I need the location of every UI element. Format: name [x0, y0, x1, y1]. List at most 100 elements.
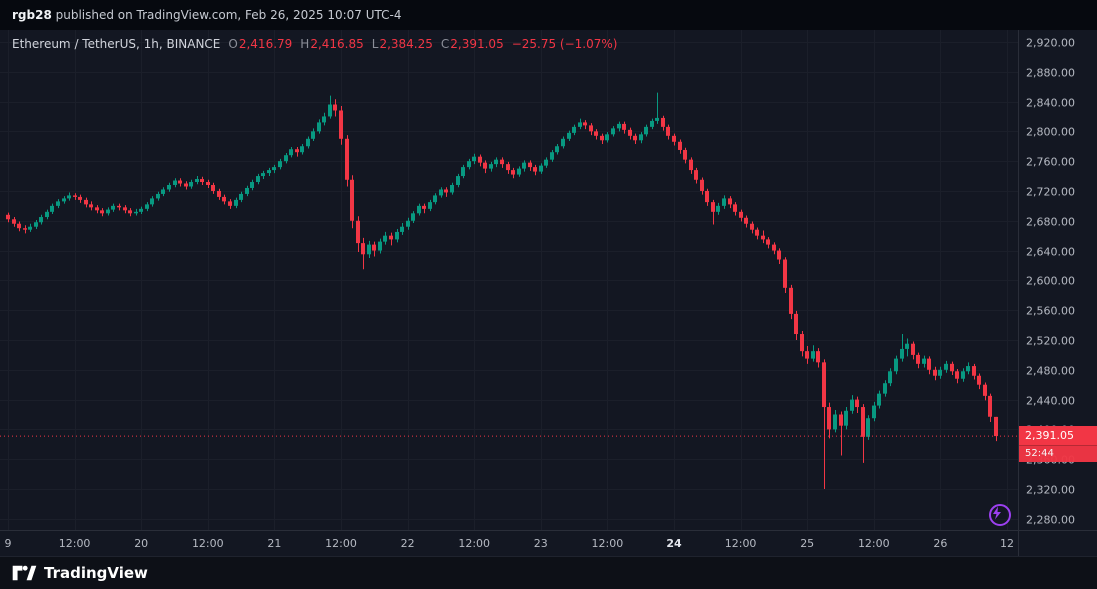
price-tick-label: 2,480.00 [1026, 365, 1075, 378]
time-axis[interactable] [0, 530, 1018, 556]
candle-up [866, 418, 870, 437]
candle-down [361, 243, 365, 255]
candle-down [200, 179, 204, 183]
price-tick-label: 2,440.00 [1026, 395, 1075, 408]
candle-down [789, 287, 793, 314]
candle-up [56, 201, 60, 206]
candle-up [261, 173, 265, 177]
candle-down [689, 159, 693, 171]
candle-up [67, 195, 71, 199]
last-price-label: 2,391.05 52:44 [1019, 426, 1097, 462]
price-tick-label: 2,720.00 [1026, 186, 1075, 199]
candle-down [350, 179, 354, 221]
candle-down [339, 110, 343, 139]
symbol-title[interactable]: Ethereum / TetherUS, 1h, BINANCE [12, 37, 221, 51]
candle-up [961, 371, 965, 379]
candle-down [533, 167, 537, 172]
candle-up [522, 162, 526, 169]
candle-up [611, 128, 615, 135]
candle-down [983, 384, 987, 396]
candle-down [128, 210, 132, 214]
candle-up [139, 208, 143, 212]
time-tick-label: 12:00 [59, 537, 91, 550]
publisher-username: rgb28 [12, 8, 52, 22]
candle-up [289, 149, 293, 156]
candle-up [111, 205, 115, 210]
candle-up [395, 231, 399, 240]
time-tick-label: 20 [134, 537, 148, 550]
tradingview-logo-text: TradingView [44, 564, 148, 582]
candle-down [816, 351, 820, 363]
candle-up [161, 189, 165, 194]
candle-up [555, 146, 559, 153]
candle-up [567, 132, 571, 139]
candle-down [333, 104, 337, 111]
time-tick-label: 12 [1000, 537, 1014, 550]
candle-up [938, 369, 942, 376]
price-tick-label: 2,320.00 [1026, 484, 1075, 497]
candle-down [761, 235, 765, 240]
candle-up [39, 217, 43, 223]
candle-up [173, 180, 177, 185]
candle-down [739, 211, 743, 218]
candle-down [123, 207, 127, 211]
candle-down [356, 220, 360, 244]
candle-up [311, 131, 315, 139]
candle-down [633, 135, 637, 141]
candle-down [444, 189, 448, 193]
publish-header: rgb28 published on TradingView.com, Feb … [0, 0, 1097, 30]
candle-up [650, 120, 654, 127]
legend-high: H2,416.85 [300, 37, 364, 51]
candle-up [550, 152, 554, 160]
candle-down [89, 204, 93, 208]
chart-canvas[interactable]: 2,920.00 2,880.00 2,840.00 2,800.00 2,760.00… [0, 30, 1097, 556]
candle-up [267, 170, 271, 174]
legend-low: L2,384.25 [371, 37, 433, 51]
candle-up [195, 179, 199, 183]
candle-up [317, 122, 321, 132]
candle-down [728, 198, 732, 205]
candle-down [783, 259, 787, 288]
candle-down [777, 250, 781, 260]
candle-up [844, 410, 848, 426]
candle-up [367, 244, 371, 255]
candle-up [811, 351, 815, 359]
candle-down [95, 207, 99, 211]
candle-down [600, 135, 604, 141]
candle-down [711, 202, 715, 212]
candle-up [456, 176, 460, 185]
candle-down [800, 334, 804, 352]
candle-up [278, 161, 282, 168]
candle-up [639, 134, 643, 141]
candle-down [700, 179, 704, 191]
candle-up [189, 182, 193, 187]
price-tick-label: 2,520.00 [1026, 335, 1075, 348]
candle-down [977, 375, 981, 385]
candle-down [100, 210, 104, 214]
candle-up [28, 226, 32, 230]
candle-up [617, 123, 621, 129]
price-tick-label: 2,280.00 [1026, 514, 1075, 527]
candle-down [84, 199, 88, 205]
candle-up [150, 198, 154, 205]
candle-down [73, 195, 77, 197]
candle-up [944, 363, 948, 370]
legend-open: O2,416.79 [228, 37, 293, 51]
candle-up [306, 138, 310, 147]
candle-up [850, 399, 854, 411]
candle-down [500, 159, 504, 165]
candle-down [17, 223, 21, 229]
candle-down [955, 371, 959, 379]
lightning-button[interactable] [989, 504, 1011, 526]
time-tick-label: 12:00 [592, 537, 624, 550]
candle-up [877, 393, 881, 406]
candle-down [766, 239, 770, 245]
legend-change: −25.75 (−1.07%) [511, 37, 618, 51]
legend: Ethereum / TetherUS, 1h, BINANCE O2,416.… [12, 37, 617, 51]
candle-down [805, 351, 809, 359]
time-tick-label: 12:00 [458, 537, 490, 550]
tradingview-logo[interactable]: TradingView [12, 564, 148, 582]
price-tick-label: 2,880.00 [1026, 67, 1075, 80]
candle-down [295, 149, 299, 153]
